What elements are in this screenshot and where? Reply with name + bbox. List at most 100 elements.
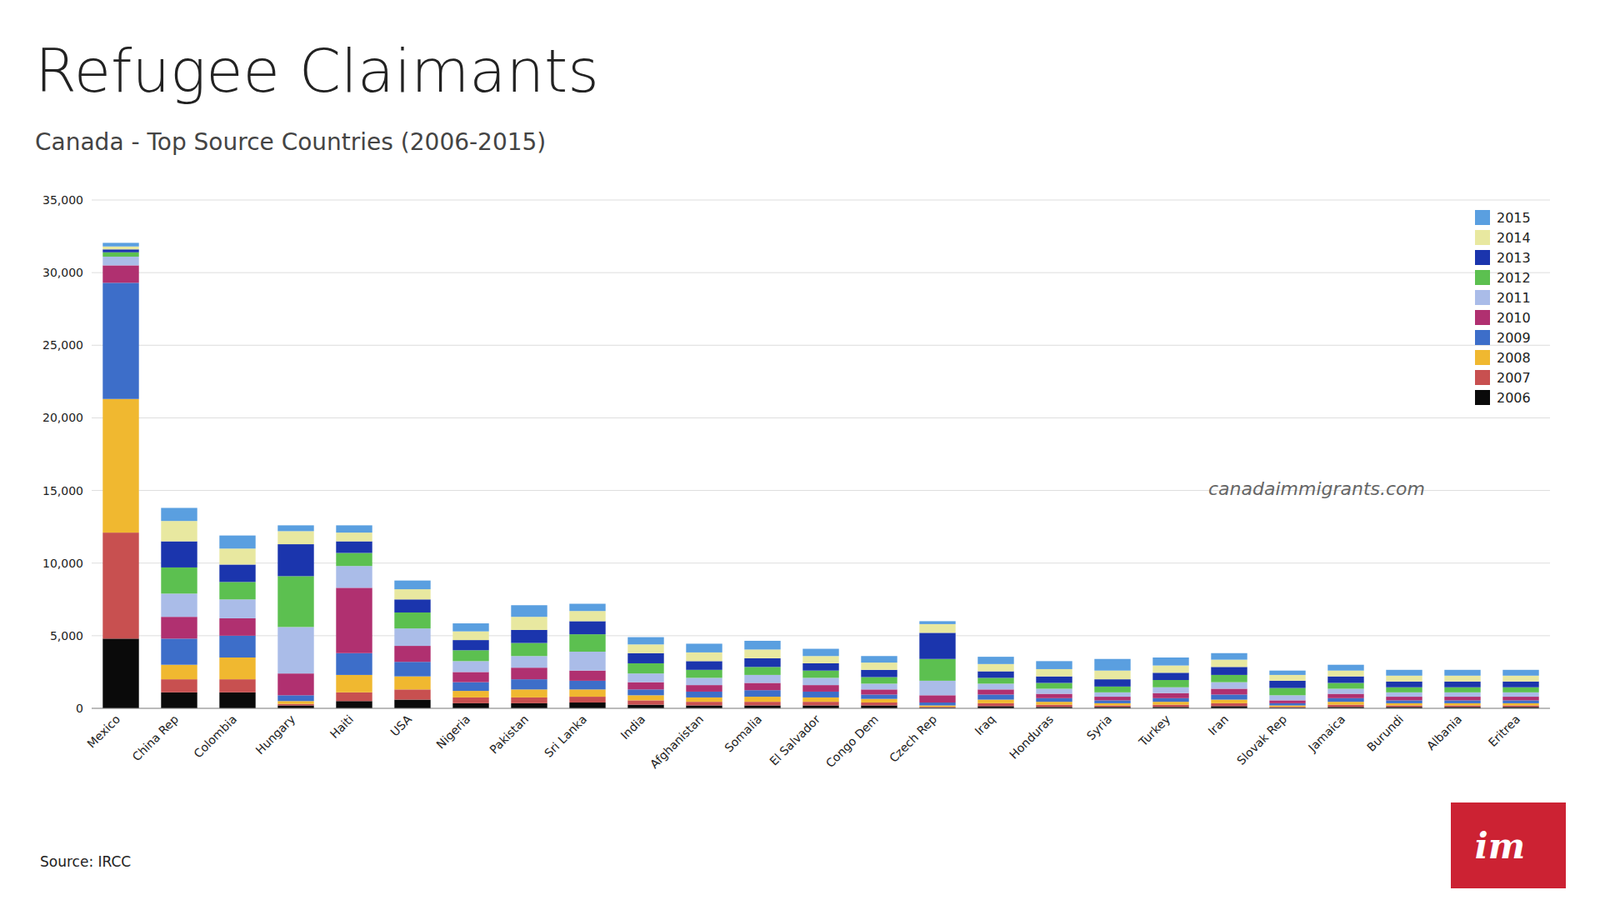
grid-line [91,200,1550,201]
y-tick-label: 30,000 [42,265,84,280]
legend-label: 2006 [1496,390,1531,406]
bar-segment [1035,676,1072,684]
legend-swatch [1475,230,1490,245]
bar-segment [685,670,722,679]
bar-segment [219,618,255,636]
bar-segment [394,589,430,600]
legend-label: 2009 [1496,330,1531,346]
bar-segment [452,650,489,661]
bar-segment [685,677,722,685]
bar-segment [1269,695,1305,700]
bar-segment [219,564,255,582]
chart: Refugee ClaimantsCanada - Top Source Cou… [0,0,1600,900]
bar-segment [1210,653,1247,660]
bar-segment [569,670,605,681]
bar-segment [627,644,664,653]
bar-segment [219,599,255,619]
title: Refugee Claimants [35,35,600,106]
bar-segment [277,704,314,706]
bar-segment [977,671,1014,679]
bar-segment [1327,665,1364,671]
x-tick-label: Haiti [327,712,356,741]
bar-segment [510,667,547,680]
bar-segment [1327,688,1364,694]
legend-label: 2012 [1496,270,1531,286]
bar-segment [860,699,897,703]
bar-segment [569,696,605,703]
bar-segment [919,624,955,633]
bar-segment [1444,696,1480,700]
bar-segment [452,631,489,640]
bar-segment [1385,687,1422,693]
bar-segment [160,541,197,568]
bar-segment [1210,675,1247,683]
bar-segment [394,612,430,629]
bar-segment [1327,701,1364,705]
bar-segment [1210,688,1247,695]
bar-segment [102,249,139,252]
bar-segment [277,575,314,627]
bar-segment [1035,669,1072,677]
bar-segment [102,252,139,257]
bar-segment [685,691,722,698]
legend-label: 2008 [1496,350,1531,366]
bar-segment [1094,659,1130,671]
bar-segment [569,610,605,621]
bar-segment [277,695,314,701]
bar-segment [1269,705,1305,708]
x-tick-label: Eritrea [1485,712,1523,750]
bar-segment [335,565,372,588]
bar-segment [1502,675,1539,682]
bar-segment [802,701,839,705]
grid-line [91,417,1550,419]
bar-segment [452,697,489,704]
bar-segment [1035,683,1072,690]
legend-label: 2014 [1496,230,1531,246]
bar-segment [452,660,489,672]
bar-segment [1385,670,1422,676]
y-tick-label: 5,000 [50,629,84,643]
bar-segment [977,703,1014,706]
y-tick-label: 0 [75,701,84,715]
bar-segment [860,655,897,663]
bar-segment [102,282,139,399]
bar-segment [627,637,664,645]
bar-segment [1035,688,1072,694]
x-tick-label: Sri Lanka [541,712,590,760]
bar-segment [102,265,139,283]
bar-segment [744,675,780,684]
bar-segment [394,645,430,662]
legend-label: 2013 [1496,250,1531,266]
bar-segment [160,679,197,693]
bar-segment [510,703,547,709]
bar-segment [1152,687,1189,694]
bar-segment [219,657,255,680]
bar-segment [860,670,897,678]
bar-segment [219,635,255,658]
x-tick-label: El Salvador [766,712,823,769]
bar-segment [1385,692,1422,697]
bar-segment [1502,687,1539,693]
legend-swatch [1475,290,1490,305]
bar-segment [744,705,780,709]
bar-segment [1035,705,1072,708]
bar-segment [277,530,314,545]
bar-segment [627,695,664,700]
y-tick-label: 20,000 [42,410,84,425]
x-tick-label: Mexico [84,712,123,751]
bar-segment [919,695,955,703]
bar-segment [277,705,314,709]
bar-segment [452,623,489,632]
bar-segment [569,689,605,697]
bar-segment [335,692,372,701]
bar-segment [102,256,139,265]
bar-segment [860,705,897,709]
x-axis-line [91,708,1550,710]
bar-segment [1444,703,1480,706]
y-tick-label: 15,000 [42,484,84,498]
bar-segment [510,630,547,644]
x-tick-label: Nigeria [433,712,473,752]
x-tick-label: Slovak Rep [1234,712,1290,768]
bar-segment [1152,701,1189,705]
bar-segment [977,664,1014,672]
